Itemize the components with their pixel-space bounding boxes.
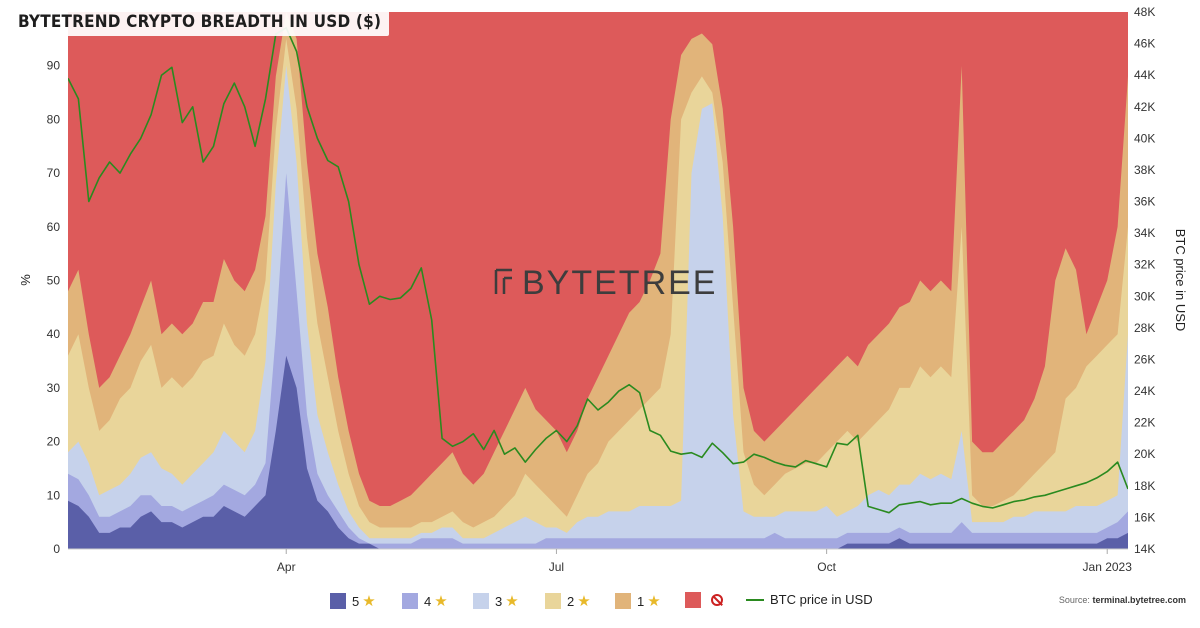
y-right-label: BTC price in USD — [1173, 229, 1188, 332]
y-right-tick-label: 30K — [1134, 289, 1155, 303]
legend-item-3[interactable]: 3 ★ — [473, 592, 519, 610]
chart-title: BYTETREND CRYPTO BREADTH IN USD ($) — [18, 12, 382, 32]
star-icon: ★ — [577, 593, 591, 610]
legend-label-4: 4 — [424, 593, 432, 609]
legend-item-5[interactable]: 5 ★ — [330, 592, 376, 610]
y-left-tick-label: 50 — [47, 274, 61, 288]
y-right-tick-label: 34K — [1134, 226, 1155, 240]
y-right-tick-label: 40K — [1134, 131, 1155, 145]
y-left-tick-label: 80 — [47, 112, 61, 126]
y-left-tick-label: 60 — [47, 220, 61, 234]
y-right-tick-label: 28K — [1134, 321, 1155, 335]
star-icon: ★ — [647, 593, 661, 610]
watermark: BYTETREE — [494, 264, 717, 302]
star-icon: ★ — [362, 593, 376, 610]
area-rating-4 — [68, 173, 1128, 549]
y-left-label: % — [18, 274, 33, 286]
source-site: terminal.bytetree.com — [1092, 595, 1186, 605]
legend-label-3: 3 — [495, 593, 503, 609]
star-icon: ★ — [434, 593, 448, 610]
legend-item-2[interactable]: 2 ★ — [545, 592, 591, 610]
legend-item-none[interactable] — [685, 592, 723, 608]
legend-label-2: 2 — [567, 593, 575, 609]
no-sign-icon — [711, 594, 723, 606]
y-right-tick-label: 32K — [1134, 258, 1155, 272]
y-left-tick-label: 30 — [47, 381, 61, 395]
legend-label-btc: BTC price in USD — [770, 592, 873, 607]
y-right-tick-label: 42K — [1134, 100, 1155, 114]
legend-item-1[interactable]: 1 ★ — [615, 592, 661, 610]
source-credit: Source: terminal.bytetree.com — [1059, 595, 1186, 605]
legend: 5 ★ 4 ★ 3 ★ 2 ★ 1 ★ BTC price in USD — [0, 590, 1200, 612]
area-rating-5 — [68, 355, 1128, 549]
source-label: Source: — [1058, 595, 1090, 605]
stacked-areas — [68, 12, 1128, 549]
legend-item-btc[interactable]: BTC price in USD — [746, 592, 873, 607]
legend-swatch-2 — [545, 593, 561, 609]
y-left-tick-label: 40 — [47, 327, 61, 341]
y-right-tick-label: 46K — [1134, 37, 1155, 51]
y-right-tick-label: 38K — [1134, 163, 1155, 177]
y-right-tick-label: 20K — [1134, 447, 1155, 461]
x-tick-label: Apr — [277, 560, 296, 574]
y-left-tick-label: 10 — [47, 488, 61, 502]
legend-swatch-none — [685, 592, 701, 608]
btc-price-line-group — [68, 27, 1128, 514]
y-left-tick-label: 90 — [47, 59, 61, 73]
x-tick-label: Jul — [549, 560, 564, 574]
btc-price-line — [68, 27, 1128, 514]
y-left-tick-label: 70 — [47, 166, 61, 180]
y-right-tick-label: 36K — [1134, 195, 1155, 209]
x-tick-label: Jan 2023 — [1083, 560, 1133, 574]
y-right-tick-label: 26K — [1134, 352, 1155, 366]
y-right-tick-label: 18K — [1134, 479, 1155, 493]
watermark-text: BYTETREE — [522, 264, 717, 302]
y-left-tick-label: 0 — [53, 542, 60, 556]
y-right-tick-label: 48K — [1134, 5, 1155, 19]
y-right-tick-label: 16K — [1134, 510, 1155, 524]
area-rating-2 — [68, 38, 1128, 549]
x-tick-label: Oct — [817, 560, 836, 574]
star-icon: ★ — [505, 593, 519, 610]
chart-title-box: BYTETREND CRYPTO BREADTH IN USD ($) — [10, 8, 390, 36]
axes: 0 10 20 30 40 50 60 70 80 90 14K 16K 18K 20K 22K 24K 26K… — [47, 5, 1156, 574]
y-left-tick-label: 20 — [47, 435, 61, 449]
y-right-tick-label: 24K — [1134, 384, 1155, 398]
bytetree-logo-icon — [494, 268, 512, 294]
y-right-tick-label: 44K — [1134, 68, 1155, 82]
legend-swatch-3 — [473, 593, 489, 609]
y-right-tick-label: 14K — [1134, 542, 1155, 556]
legend-swatch-5 — [330, 593, 346, 609]
legend-swatch-1 — [615, 593, 631, 609]
legend-label-5: 5 — [352, 593, 360, 609]
legend-item-4[interactable]: 4 ★ — [402, 592, 448, 610]
legend-line-swatch — [746, 598, 764, 601]
legend-label-1: 1 — [637, 593, 645, 609]
y-right-tick-label: 22K — [1134, 416, 1155, 430]
legend-swatch-4 — [402, 593, 418, 609]
